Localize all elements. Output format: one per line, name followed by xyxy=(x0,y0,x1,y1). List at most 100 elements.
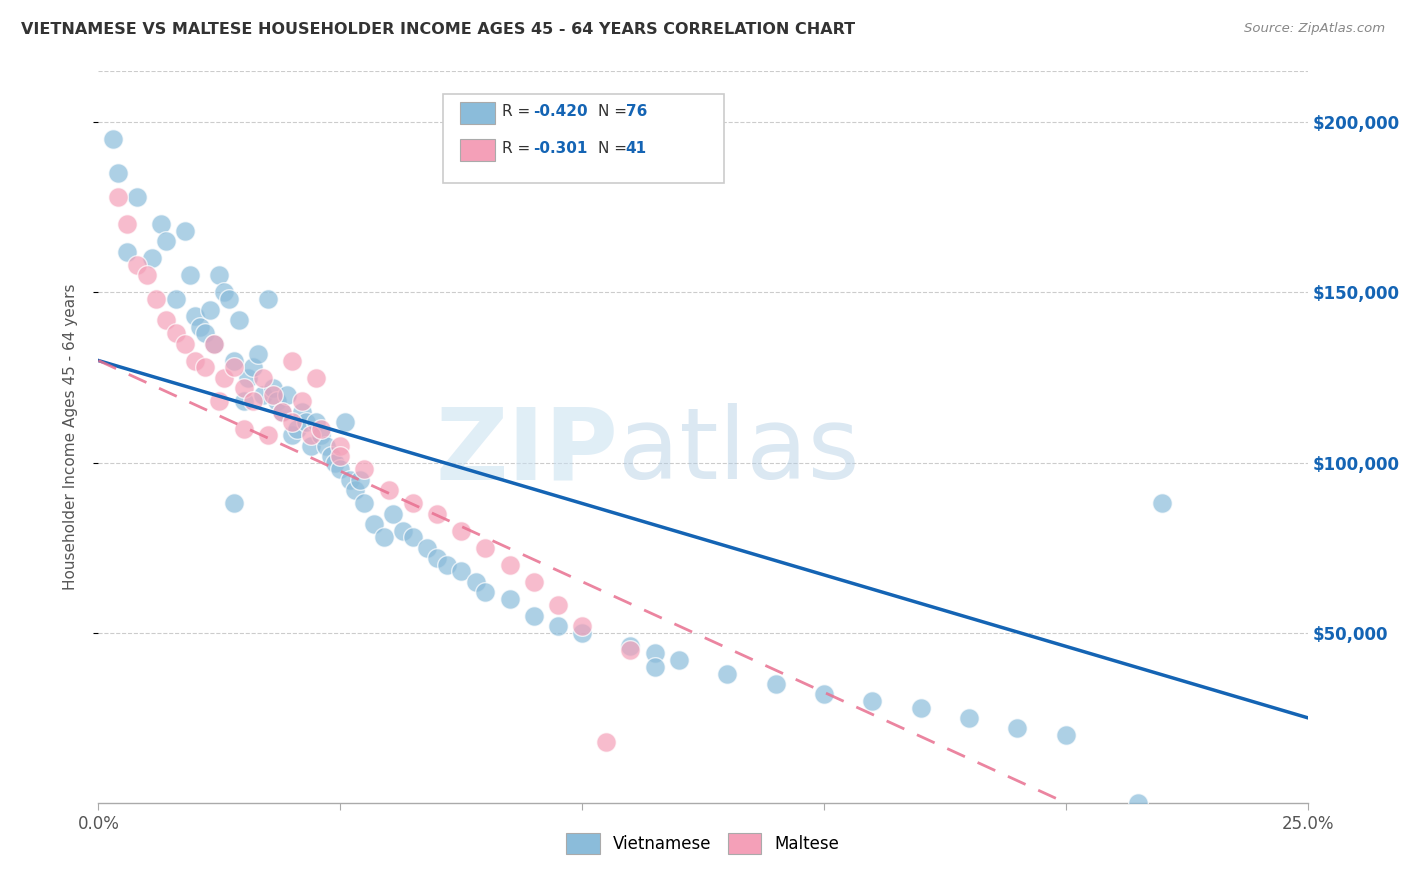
Point xyxy=(184,310,207,324)
Point xyxy=(392,524,415,538)
Point xyxy=(910,700,932,714)
Point xyxy=(295,415,318,429)
Point xyxy=(426,507,449,521)
Point xyxy=(436,558,458,572)
Point xyxy=(281,415,304,429)
Point xyxy=(247,347,270,361)
Point xyxy=(363,516,385,531)
Text: R =: R = xyxy=(502,142,536,156)
Point xyxy=(155,235,177,249)
Point xyxy=(339,473,361,487)
Point xyxy=(256,428,278,442)
Text: atlas: atlas xyxy=(619,403,860,500)
Point xyxy=(474,585,496,599)
Point xyxy=(450,524,472,538)
Point xyxy=(644,659,666,673)
Point xyxy=(135,268,157,283)
Text: 76: 76 xyxy=(626,104,647,119)
Text: ZIP: ZIP xyxy=(436,403,619,500)
Point xyxy=(107,166,129,180)
Point xyxy=(222,353,245,368)
Point xyxy=(416,541,439,555)
Point xyxy=(107,190,129,204)
Point xyxy=(179,268,201,283)
Text: -0.420: -0.420 xyxy=(533,104,588,119)
Point xyxy=(204,336,226,351)
Point xyxy=(571,625,593,640)
Point xyxy=(290,394,312,409)
Point xyxy=(765,677,787,691)
Point xyxy=(668,653,690,667)
Point xyxy=(194,360,217,375)
Text: Source: ZipAtlas.com: Source: ZipAtlas.com xyxy=(1244,22,1385,36)
Point xyxy=(1054,728,1077,742)
Point xyxy=(571,619,593,633)
Point xyxy=(188,319,211,334)
Point xyxy=(860,694,883,708)
Point xyxy=(165,293,187,307)
Point xyxy=(377,483,399,497)
Point xyxy=(426,550,449,565)
Point xyxy=(309,428,332,442)
Point xyxy=(329,439,352,453)
Text: VIETNAMESE VS MALTESE HOUSEHOLDER INCOME AGES 45 - 64 YEARS CORRELATION CHART: VIETNAMESE VS MALTESE HOUSEHOLDER INCOME… xyxy=(21,22,855,37)
Point xyxy=(256,293,278,307)
Point xyxy=(101,132,124,146)
Point xyxy=(208,268,231,283)
Point xyxy=(281,428,304,442)
Point xyxy=(184,353,207,368)
Point xyxy=(373,531,395,545)
Point xyxy=(262,387,284,401)
Point xyxy=(319,449,342,463)
Point xyxy=(281,353,304,368)
Point xyxy=(523,574,546,589)
Point xyxy=(232,394,254,409)
Point xyxy=(305,415,328,429)
Point xyxy=(174,336,197,351)
Point xyxy=(212,370,235,384)
Point xyxy=(402,531,425,545)
Point xyxy=(290,404,312,418)
Point xyxy=(165,326,187,341)
Legend: Vietnamese, Maltese: Vietnamese, Maltese xyxy=(560,827,846,860)
Point xyxy=(127,190,149,204)
Point xyxy=(343,483,366,497)
Point xyxy=(271,404,294,418)
Text: N =: N = xyxy=(598,142,631,156)
Point xyxy=(382,507,405,521)
Point xyxy=(204,336,226,351)
Point xyxy=(276,387,298,401)
Point xyxy=(252,387,274,401)
Point xyxy=(402,496,425,510)
Point xyxy=(329,462,352,476)
Point xyxy=(619,640,641,654)
Point xyxy=(1007,721,1029,735)
Point xyxy=(523,608,546,623)
Y-axis label: Householder Income Ages 45 - 64 years: Householder Income Ages 45 - 64 years xyxy=(63,284,77,591)
Point xyxy=(228,312,250,326)
Point xyxy=(315,439,337,453)
Point xyxy=(218,293,240,307)
Point xyxy=(498,591,520,606)
Point xyxy=(141,252,163,266)
Point xyxy=(716,666,738,681)
Point xyxy=(474,541,496,555)
Point xyxy=(127,258,149,272)
Point xyxy=(644,646,666,660)
Point xyxy=(208,394,231,409)
Point xyxy=(266,394,288,409)
Point xyxy=(198,302,221,317)
Point xyxy=(232,381,254,395)
Point xyxy=(353,496,375,510)
Point xyxy=(150,218,173,232)
Point xyxy=(1128,796,1150,810)
Text: -0.301: -0.301 xyxy=(533,142,588,156)
Point xyxy=(299,428,322,442)
Point xyxy=(222,360,245,375)
Point xyxy=(547,619,569,633)
Point xyxy=(309,421,332,435)
Point xyxy=(222,496,245,510)
Point xyxy=(299,439,322,453)
Text: 41: 41 xyxy=(626,142,647,156)
Point xyxy=(349,473,371,487)
